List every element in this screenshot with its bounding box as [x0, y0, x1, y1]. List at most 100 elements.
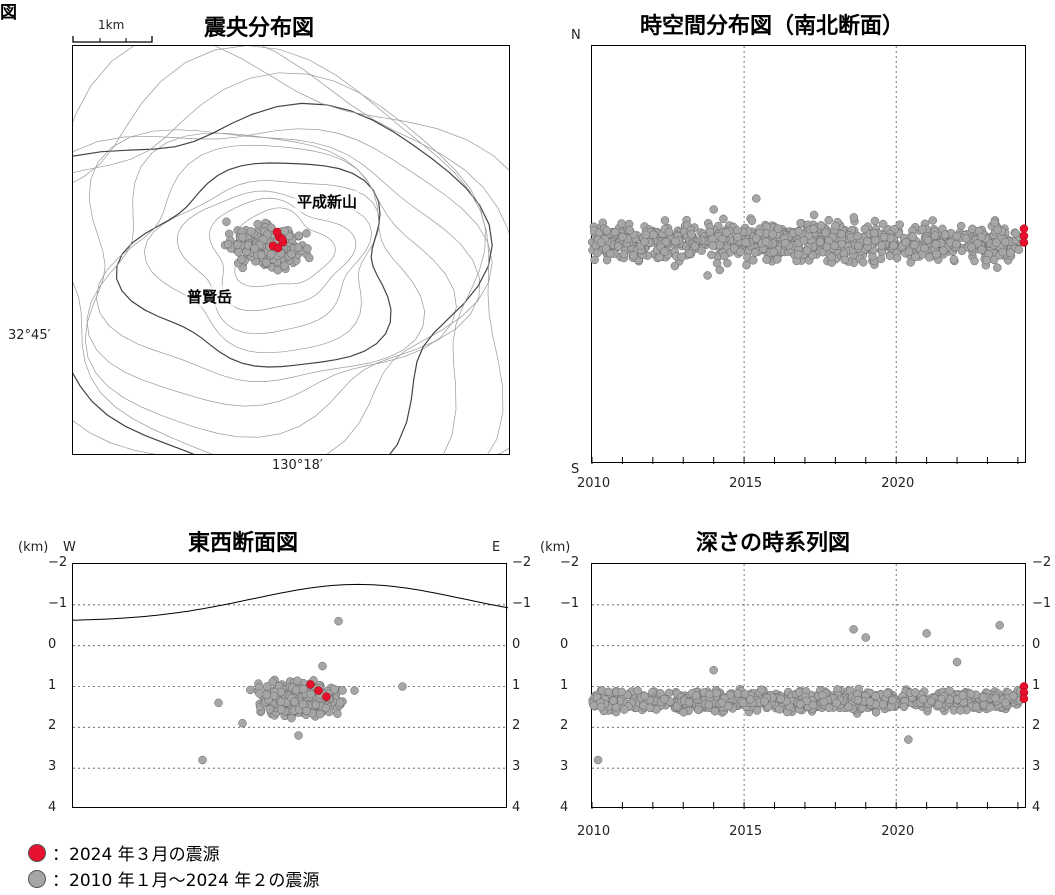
ew-point-past — [214, 698, 223, 708]
depth-point-past — [640, 691, 649, 701]
depth-point-past — [704, 700, 714, 710]
ns-point-past — [910, 240, 919, 250]
depth-point-past — [966, 689, 976, 699]
depth-point-past — [609, 696, 618, 705]
ns-point-past — [854, 241, 863, 251]
depth-point-past — [899, 702, 909, 712]
ns-point-past — [640, 237, 649, 246]
ns-point-past — [949, 255, 959, 264]
ns-point-past — [918, 225, 927, 234]
depth-point-past — [865, 697, 875, 706]
depth-plot-area — [588, 563, 1029, 809]
ns-point-past — [761, 237, 771, 246]
epicenter-past — [287, 249, 296, 259]
depth-point-past — [656, 689, 665, 698]
epicenter-past — [222, 217, 231, 227]
depth-point-past — [991, 693, 1000, 703]
lat-label: 32°45′ — [8, 328, 51, 343]
depth-point-past — [645, 703, 655, 713]
epicenter-past — [303, 244, 312, 253]
depth-y-tick-label-left: 0 — [560, 636, 569, 652]
ns-point-past — [715, 265, 725, 275]
ns-point-past — [602, 255, 612, 265]
depth-point-past — [596, 702, 606, 712]
ns-point-past — [967, 242, 976, 252]
ns-point-past — [629, 251, 638, 260]
ns-point-past — [762, 255, 771, 264]
ns-point-past — [853, 231, 862, 241]
ns-point-past — [733, 232, 742, 242]
epicenter-past — [223, 239, 233, 249]
ew-point-past — [398, 682, 407, 691]
ns-point-past — [741, 238, 750, 247]
ns-title: 時空間分布図（南北断面） — [640, 14, 905, 39]
depth-y-tick-label-right: −1 — [1032, 595, 1052, 611]
ns-point-past — [602, 226, 612, 235]
ns-point-past — [709, 205, 718, 214]
depth-point-past — [659, 694, 669, 704]
contour-line — [73, 46, 509, 234]
ew-y-tick-label-left: 3 — [48, 759, 57, 775]
ns-point-past — [1001, 237, 1010, 247]
ew-point-past — [198, 755, 207, 765]
depth-point-past — [710, 706, 720, 716]
ew-point-past — [321, 703, 331, 713]
ew-point-recent — [322, 692, 331, 701]
ew-point-recent — [306, 680, 315, 689]
contour-line — [209, 197, 357, 312]
ew-point-past — [334, 616, 343, 626]
ns-point-past — [920, 243, 929, 253]
ns-point-past — [719, 214, 728, 224]
ns-north-label: N — [571, 28, 581, 43]
ew-point-past — [299, 684, 308, 694]
ns-point-past — [892, 253, 902, 263]
ns-point-past — [837, 239, 846, 249]
ns-point-past — [736, 247, 745, 257]
ns-point-past — [908, 232, 917, 241]
ew-plot-area — [72, 563, 509, 808]
depth-point-past — [882, 689, 892, 698]
ns-point-past — [660, 247, 669, 256]
depth-point-past — [808, 700, 818, 710]
contour-line — [73, 102, 493, 454]
ns-point-past — [993, 263, 1002, 272]
ns-point-past — [618, 232, 627, 242]
ns-point-past — [923, 235, 933, 245]
depth-point-past — [979, 693, 988, 702]
depth-point-past — [679, 708, 688, 717]
ew-point-past — [255, 689, 264, 698]
map-title: 震央分布図 — [204, 16, 315, 41]
ew-point-past — [277, 705, 286, 714]
depth-x-tick-label: 2020 — [881, 824, 915, 839]
depth-point-past — [619, 705, 629, 714]
depth-point-past — [1001, 698, 1010, 707]
ns-point-past — [1014, 245, 1024, 255]
contour-line — [143, 180, 380, 354]
legend-past-marker — [28, 869, 46, 888]
depth-point-past — [888, 695, 897, 705]
depth-point-past — [709, 665, 718, 675]
ns-point-past — [722, 228, 731, 237]
ns-point-past — [878, 219, 888, 229]
contour-line — [84, 129, 480, 438]
depth-unit-label: (km) — [540, 540, 571, 555]
depth-point-past — [956, 706, 965, 715]
ns-point-past — [664, 227, 674, 237]
ew-y-tick-label-right: −2 — [512, 555, 532, 570]
ns-point-past — [769, 247, 778, 257]
depth-point-past — [904, 735, 913, 744]
ew-point-past — [287, 713, 296, 723]
ew-point-past — [333, 709, 342, 719]
legend-past-label: ：2010 年１月～2024 年２の震源 — [52, 871, 320, 891]
depth-y-tick-label-left: 1 — [560, 677, 569, 693]
depth-point-past — [871, 708, 881, 717]
ns-point-past — [876, 254, 886, 264]
ns-point-past — [773, 224, 783, 233]
ns-point-past — [869, 228, 879, 238]
ns-point-past — [773, 255, 782, 264]
ns-point-past — [858, 258, 868, 267]
ew-y-tick-label-left: −1 — [48, 595, 68, 611]
figure-label: 図 — [0, 3, 17, 23]
label-heisei-shinzan: 平成新山 — [295, 191, 360, 212]
ns-point-past — [970, 256, 979, 266]
